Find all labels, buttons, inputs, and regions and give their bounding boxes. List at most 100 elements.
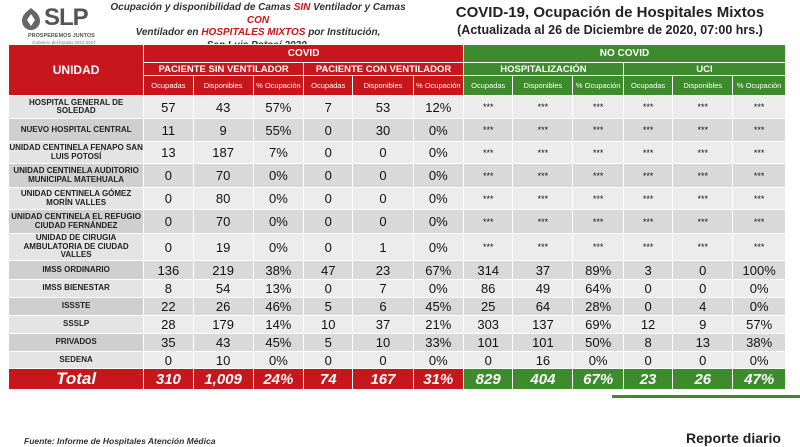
table-cell: 0 [463, 351, 514, 369]
table-cell: 9 [192, 118, 254, 142]
table-cell: 49 [512, 279, 574, 298]
table-cell: 43 [192, 95, 254, 119]
unit-name: IMSS ORDINARIO [7, 260, 145, 280]
table-cell: 0% [412, 163, 465, 188]
total-row: Total 310 1,009 24% 74 167 31% 829 404 67% 23 26 47… [7, 368, 786, 390]
total-cell: 829 [463, 368, 514, 390]
table-cell: *** [672, 163, 734, 188]
table-cell: *** [732, 95, 786, 119]
table-cell: 7 [352, 279, 414, 298]
table-cell: *** [572, 233, 624, 261]
table-cell: *** [672, 118, 734, 142]
table-cell: 0 [143, 187, 194, 210]
table-cell: 28% [572, 297, 624, 316]
table-cell: 37 [352, 315, 414, 334]
table-cell: 0 [303, 279, 354, 298]
table-cell: *** [622, 163, 674, 188]
table-row: UNIDAD CENTINELA FENAPO SAN LUIS POTOSÍ 1… [7, 141, 786, 164]
unit-name: SEDENA [7, 351, 145, 369]
table-row: IMSS ORDINARIO 136 219 38% 47 23 67% 314 37 89% 3 0… [7, 260, 786, 280]
table-cell: 12% [412, 95, 465, 119]
table-cell: *** [672, 233, 734, 261]
table-cell: 101 [463, 333, 514, 352]
table-cell: 0% [252, 233, 305, 261]
table-cell: *** [732, 118, 786, 142]
table-cell: 57% [252, 95, 305, 119]
table-cell: 0 [622, 279, 674, 298]
table-cell: 0 [143, 209, 194, 234]
table-row: SSSLP 28 179 14% 10 37 21% 303 137 69% 12 9 57% [7, 315, 786, 334]
table-cell: *** [512, 209, 574, 234]
table-row: SEDENA 0 10 0% 0 0 0% 0 16 0% 0 0 0% [7, 351, 786, 369]
table-cell: 47 [303, 260, 354, 280]
table-cell: 0 [672, 351, 734, 369]
table-cell: 0 [143, 351, 194, 369]
table-cell: 0 [352, 209, 414, 234]
table-cell: *** [463, 163, 514, 188]
table-row: PRIVADOS 35 43 45% 5 10 33% 101 101 50% 8 13 38% [7, 333, 786, 352]
table-cell: 0% [732, 351, 786, 369]
table-cell: 0 [622, 297, 674, 316]
page-title: COVID-19, Ocupación de Hospitales Mixtos [455, 4, 765, 21]
total-cell: 47% [732, 368, 786, 390]
table-cell: 33% [412, 333, 465, 352]
table-cell: 0 [352, 163, 414, 188]
table-cell: 0% [412, 141, 465, 164]
table-cell: 100% [732, 260, 786, 280]
uci-ocupadas-header: Ocupadas [622, 75, 674, 96]
table-cell: 3 [622, 260, 674, 280]
decorative-green-line [612, 395, 800, 398]
source-note: Fuente: Informe de Hospitales Atención M… [24, 436, 216, 446]
table-cell: 0 [303, 209, 354, 234]
table-cell: 6 [352, 297, 414, 316]
table-cell: 46% [252, 297, 305, 316]
table-cell: *** [672, 95, 734, 119]
table-row: UNIDAD CENTINELA AUDITORIO MUNICIPAL MAT… [7, 163, 786, 188]
table-cell: 7% [252, 141, 305, 164]
table-cell: 12 [622, 315, 674, 334]
unit-name: UNIDAD DE CIRUGÍA AMBULATORIA DE CIUDAD … [7, 233, 145, 261]
table-cell: *** [463, 209, 514, 234]
table-cell: 0 [303, 118, 354, 142]
table-cell: 0 [143, 233, 194, 261]
table-cell: 14% [252, 315, 305, 334]
table-cell: 0% [252, 187, 305, 210]
table-cell: *** [572, 118, 624, 142]
con-vent-pct-ocupacion-header: % Ocupación [412, 75, 465, 96]
table-cell: *** [572, 95, 624, 119]
table-cell: 10 [192, 351, 254, 369]
table-cell: *** [622, 233, 674, 261]
con-ventilador-header: PACIENTE CON VENTILADOR [303, 62, 465, 76]
table-row: ISSSTE 22 26 46% 5 6 45% 25 64 28% 0 4 0% [7, 297, 786, 316]
sin-vent-disponibles-header: Disponibles [192, 75, 254, 96]
total-cell: 31% [412, 368, 465, 390]
table-cell: *** [512, 95, 574, 119]
hosp-pct-ocupacion-header: % Ocupación [572, 75, 624, 96]
table-cell: *** [672, 209, 734, 234]
table-cell: 80 [192, 187, 254, 210]
table-cell: 45% [412, 297, 465, 316]
total-cell: 404 [512, 368, 574, 390]
table-cell: 53 [352, 95, 414, 119]
table-cell: 70 [192, 163, 254, 188]
table-cell: 37 [512, 260, 574, 280]
table-cell: 0 [352, 187, 414, 210]
table-cell: 101 [512, 333, 574, 352]
table-cell: 9 [672, 315, 734, 334]
table-cell: *** [672, 187, 734, 210]
table-cell: 0 [303, 163, 354, 188]
table-cell: *** [512, 141, 574, 164]
table-cell: 7 [303, 95, 354, 119]
table-cell: 67% [412, 260, 465, 280]
table-cell: 0% [732, 279, 786, 298]
slp-logo: SLP PROSPEREMOS JUNTOS Gobierno del Esta… [18, 2, 110, 48]
unit-name: ISSSTE [7, 297, 145, 316]
table-cell: 35 [143, 333, 194, 352]
unit-name: HOSPITAL GENERAL DE SOLEDAD [7, 95, 145, 119]
logo-tagline: PROSPEREMOS JUNTOS [28, 33, 95, 39]
table-cell: 8 [622, 333, 674, 352]
table-cell: 0 [303, 233, 354, 261]
table-cell: *** [463, 187, 514, 210]
sin-vent-pct-ocupacion-header: % Ocupación [252, 75, 305, 96]
unit-name: UNIDAD CENTINELA FENAPO SAN LUIS POTOSÍ [7, 141, 145, 164]
